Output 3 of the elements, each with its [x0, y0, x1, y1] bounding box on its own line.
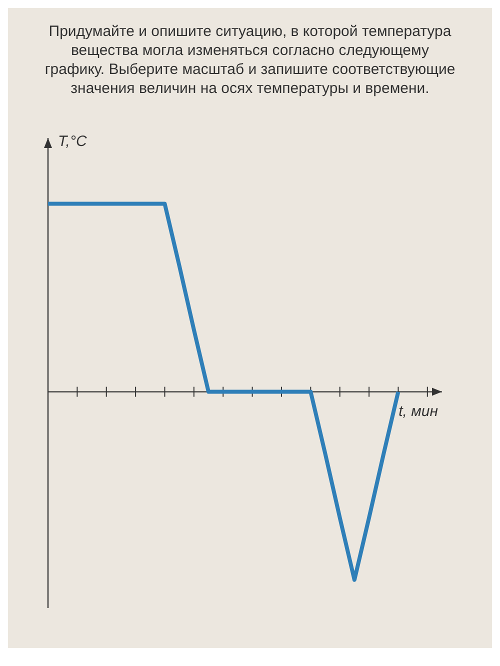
- y-axis-title: T,°C: [58, 133, 87, 150]
- x-axis-title: t, мин: [398, 402, 438, 420]
- chart-title: Придумайте и опишите ситуацию, в которой температура вещества могла изменяться согласно следующему графику. Выберите масштаб и запишите соответствующие значения величин на осях температуры и времени.: [44, 23, 456, 97]
